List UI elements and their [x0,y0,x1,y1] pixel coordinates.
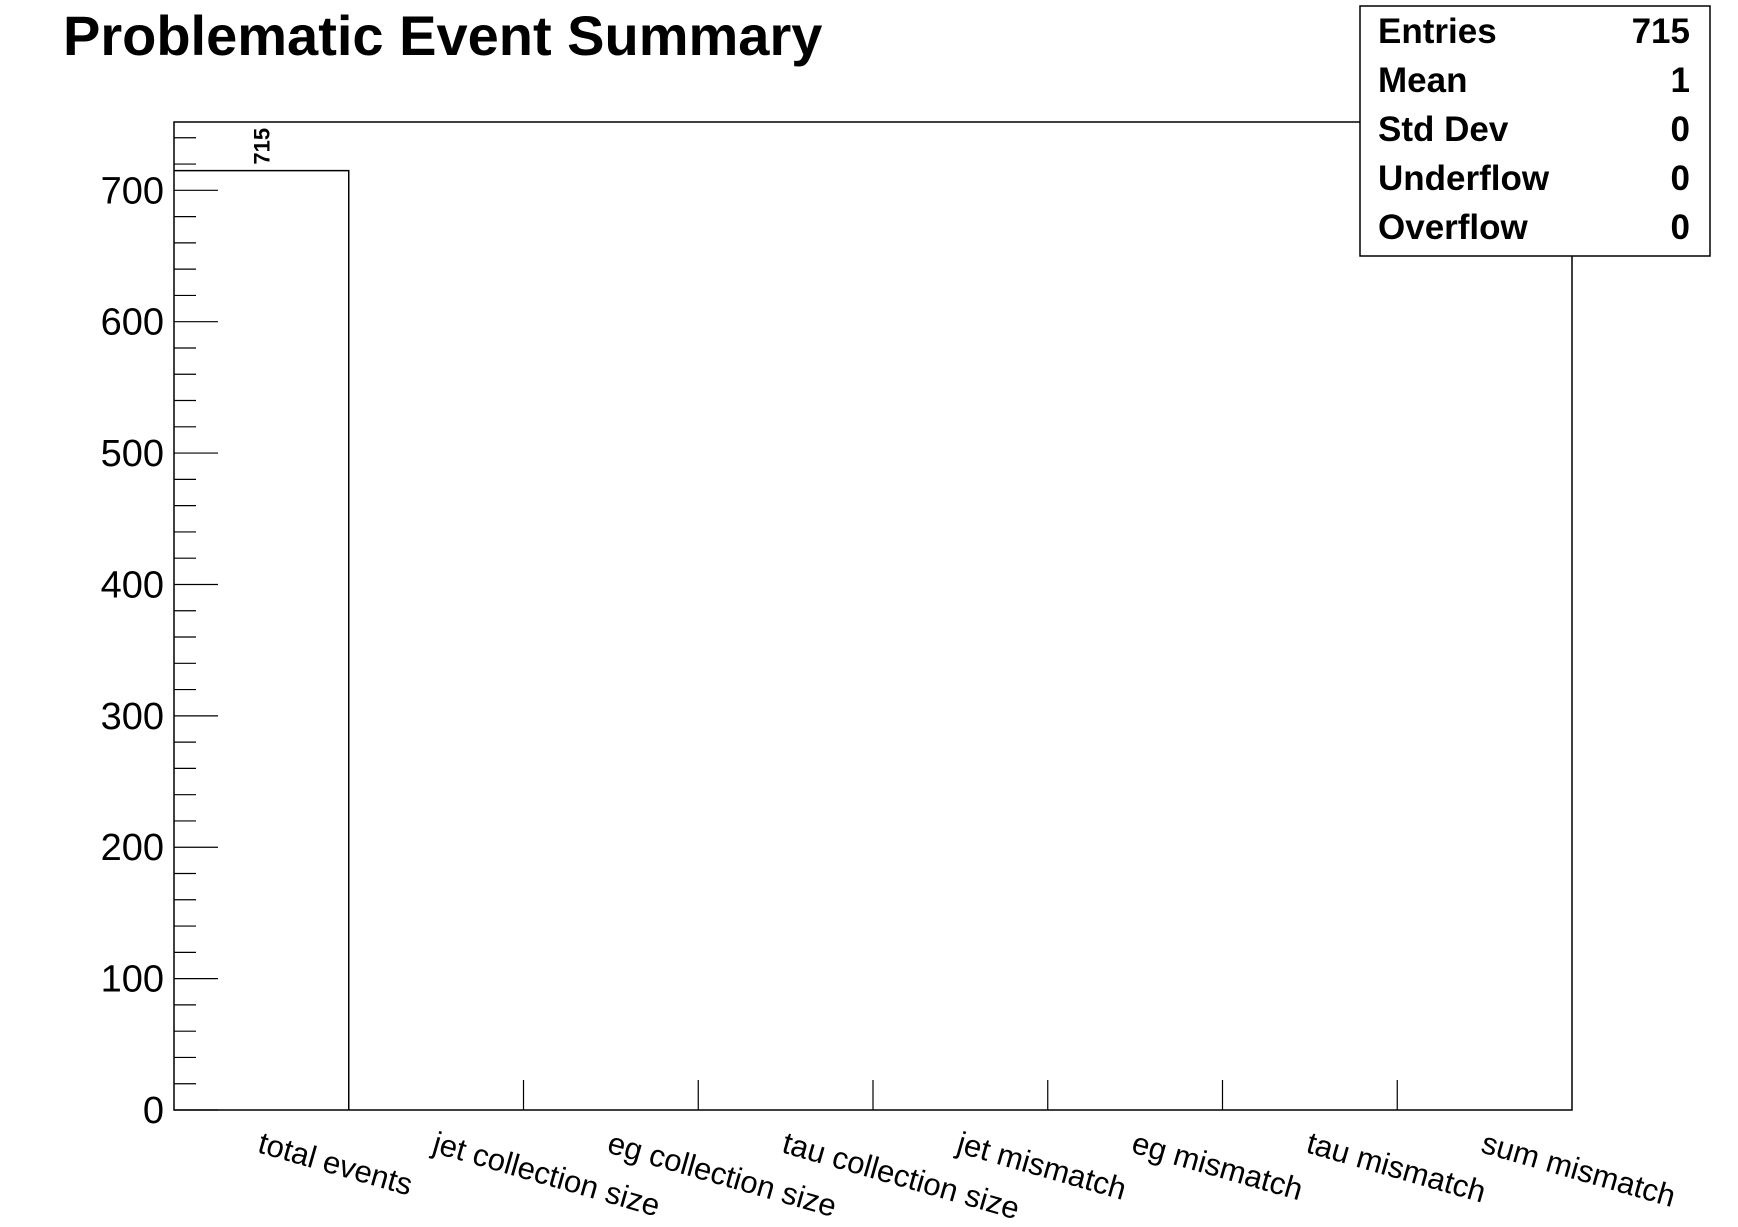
stats-value: 1 [1671,61,1690,100]
chart-title: Problematic Event Summary [63,4,822,67]
bar-series [174,169,350,1110]
y-tick-label: 400 [101,564,164,606]
data-labels: 715 [249,128,274,165]
stats-box-frame [1359,5,1711,257]
y-axis: 0 100 200 300 400 500 600 700 [101,137,218,1132]
y-tick-label: 700 [101,170,164,212]
y-tick-label: 600 [101,302,164,344]
stats-value: 715 [1632,12,1690,51]
stats-value: 0 [1671,208,1690,247]
y-tick-label: 0 [143,1090,164,1132]
stats-label: Mean [1378,61,1467,100]
stats-box: Entries 715 Mean 1 Std Dev 0 Underflow 0 Overflo… [1359,5,1711,257]
y-tick-label: 300 [101,696,164,738]
stats-value: 0 [1671,159,1690,198]
stats-value: 0 [1671,110,1690,149]
bar-data-label: 715 [249,128,274,165]
bar-total-events [174,169,350,1110]
stats-label: Entries [1378,12,1497,51]
y-tick-label: 500 [101,433,164,475]
stats-label: Std Dev [1378,110,1509,149]
y-tick-label: 100 [101,959,164,1001]
stats-label: Underflow [1378,159,1550,198]
stats-label: Overflow [1378,208,1529,247]
y-tick-label: 200 [101,827,164,869]
